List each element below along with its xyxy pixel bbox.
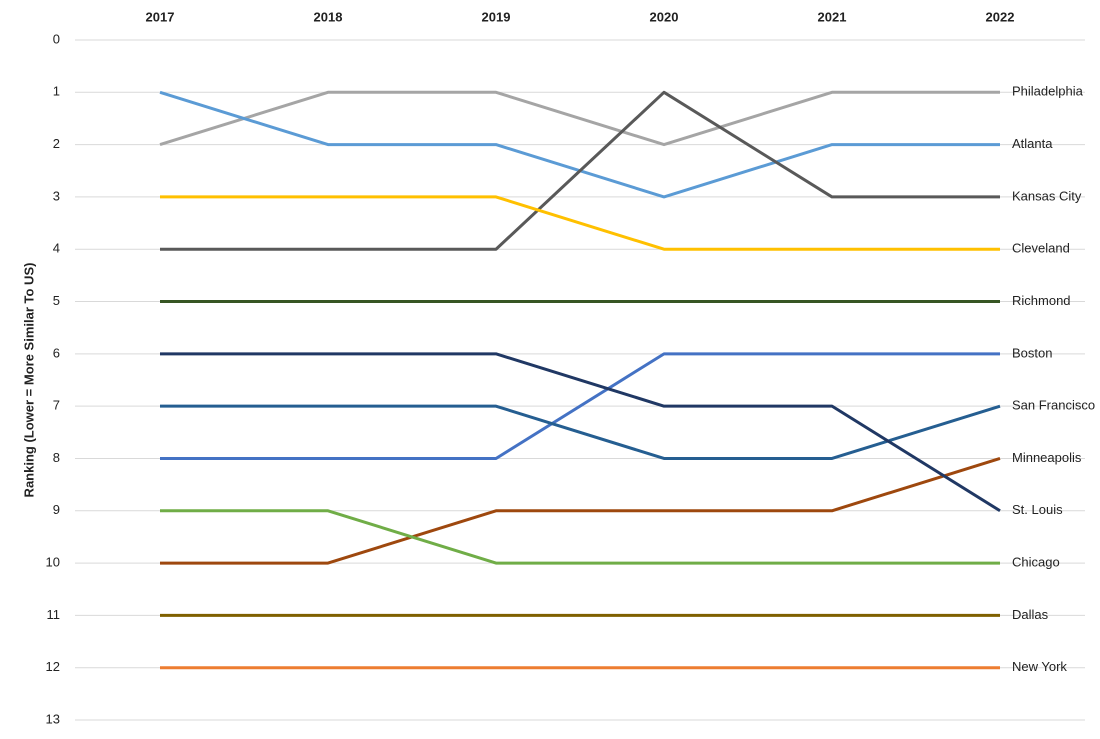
series-label: Atlanta bbox=[1012, 136, 1053, 151]
series-label: Cleveland bbox=[1012, 241, 1070, 256]
y-tick-label: 1 bbox=[53, 84, 60, 99]
y-tick-label: 8 bbox=[53, 450, 60, 465]
y-tick-label: 9 bbox=[53, 502, 60, 517]
y-tick-label: 0 bbox=[53, 31, 60, 46]
series-label: Chicago bbox=[1012, 555, 1060, 570]
series-label: Richmond bbox=[1012, 293, 1071, 308]
x-tick-label: 2020 bbox=[650, 9, 679, 24]
x-tick-label: 2022 bbox=[986, 9, 1015, 24]
x-tick-label: 2018 bbox=[314, 9, 343, 24]
y-tick-label: 6 bbox=[53, 345, 60, 360]
series-label: Philadelphia bbox=[1012, 84, 1084, 99]
series-label: San Francisco bbox=[1012, 398, 1095, 413]
y-tick-label: 13 bbox=[46, 711, 60, 726]
series-line bbox=[160, 352, 1000, 460]
y-tick-label: 11 bbox=[47, 607, 61, 622]
x-tick-label: 2017 bbox=[146, 9, 175, 24]
y-tick-label: 7 bbox=[53, 398, 60, 413]
series-line bbox=[159, 90, 1000, 147]
series-line bbox=[160, 509, 1000, 565]
y-tick-label: 12 bbox=[46, 659, 60, 674]
y-tick-label: 5 bbox=[53, 293, 60, 308]
y-tick-label: 2 bbox=[53, 136, 60, 151]
series-label: Dallas bbox=[1012, 607, 1049, 622]
y-axis-title: Ranking (Lower = More Similar To US) bbox=[21, 263, 36, 498]
x-tick-label: 2019 bbox=[482, 9, 511, 24]
y-tick-label: 3 bbox=[53, 188, 60, 203]
series-label: Kansas City bbox=[1012, 188, 1082, 203]
series-label: St. Louis bbox=[1012, 502, 1063, 517]
series-line bbox=[160, 352, 1001, 513]
series-line bbox=[160, 195, 1000, 251]
series-label: New York bbox=[1012, 659, 1067, 674]
series-label: Minneapolis bbox=[1012, 450, 1082, 465]
y-tick-label: 4 bbox=[53, 241, 60, 256]
y-tick-label: 10 bbox=[46, 555, 60, 570]
series-label: Boston bbox=[1012, 345, 1052, 360]
series-line bbox=[160, 457, 1001, 565]
x-tick-label: 2021 bbox=[818, 9, 847, 24]
series-line bbox=[160, 404, 1001, 460]
series-line bbox=[160, 90, 1000, 251]
